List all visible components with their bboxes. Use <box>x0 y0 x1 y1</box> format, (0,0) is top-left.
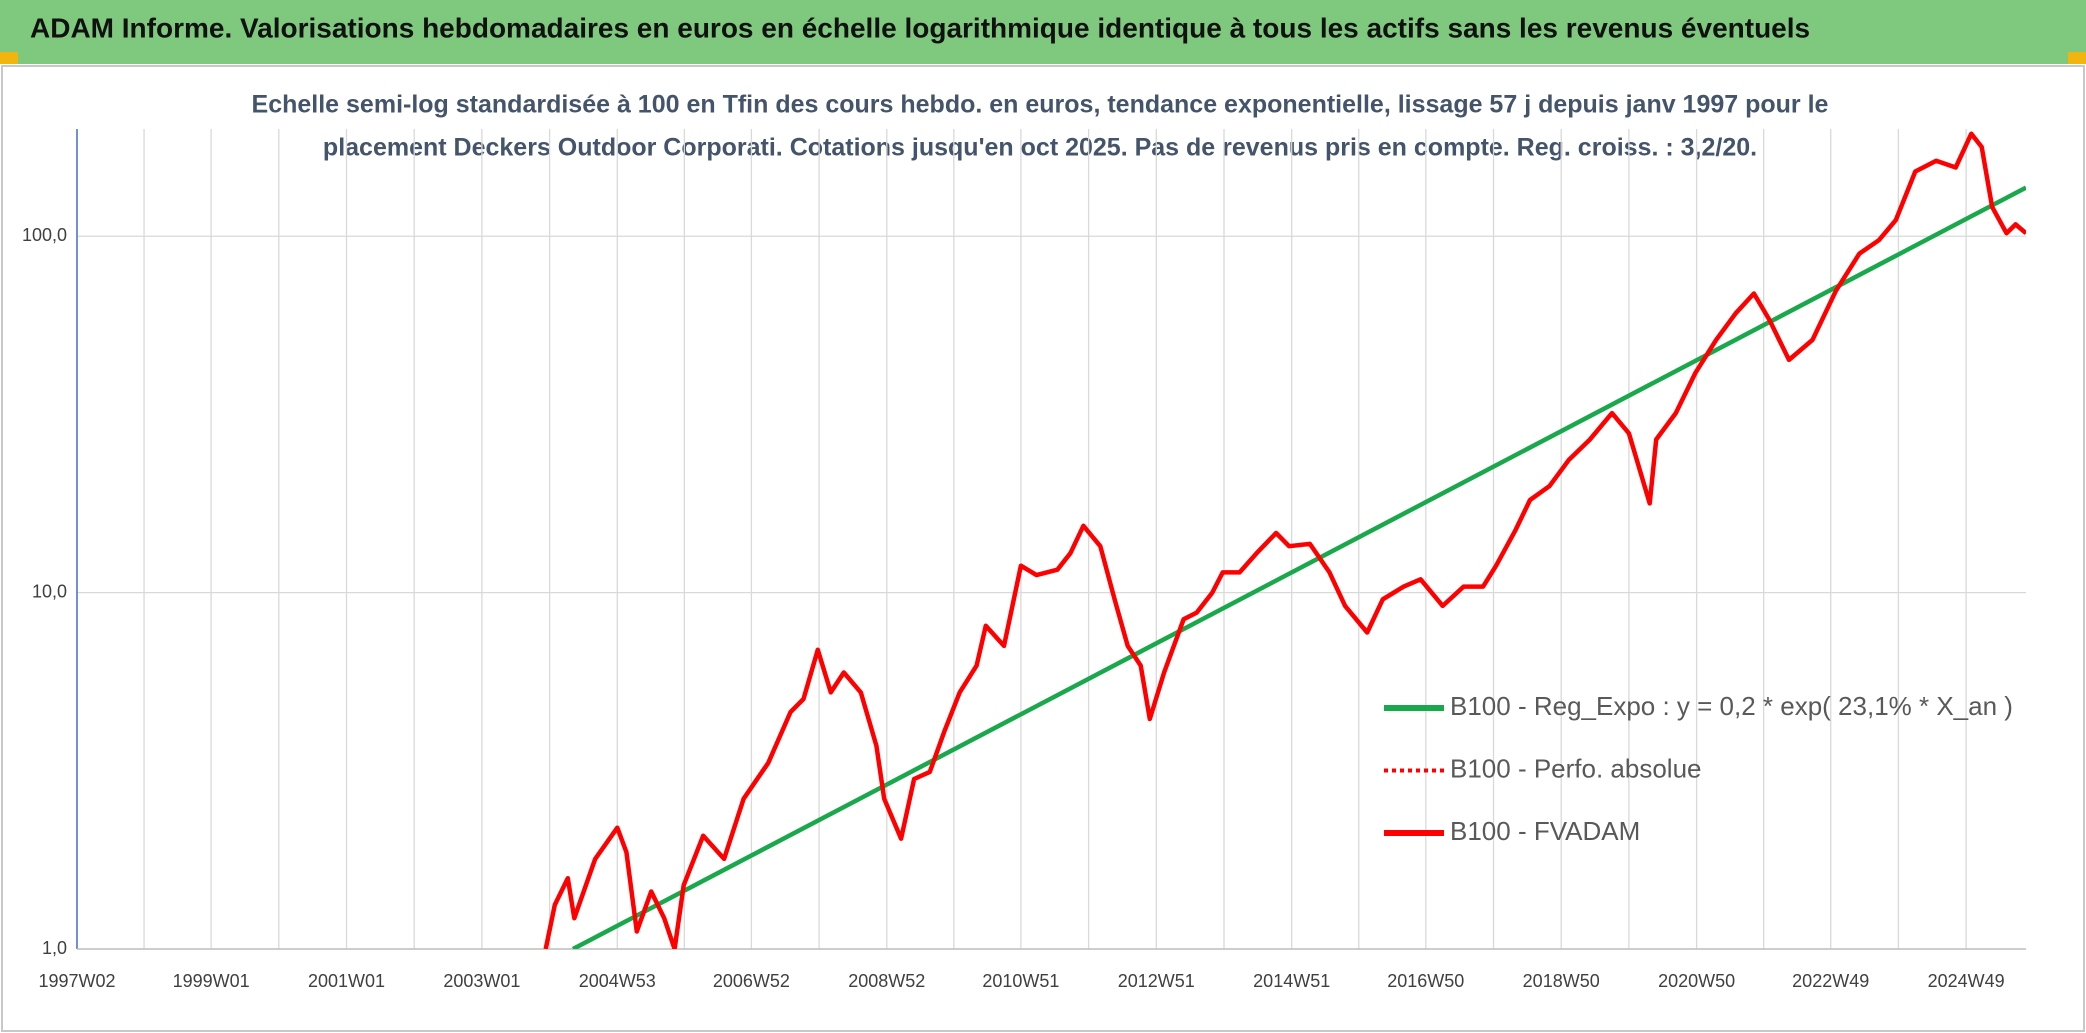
x-tick-label: 2016W50 <box>1387 971 1464 991</box>
legend-label: B100 - Reg_Expo : y = 0,2 * exp( 23,1% *… <box>1450 691 2013 721</box>
subtitle: placement Deckers Outdoor Corporati. Cot… <box>323 134 1757 162</box>
x-tick-label: 1997W02 <box>38 971 115 991</box>
x-tick-label: 2006W52 <box>713 971 790 991</box>
subtitle: Echelle semi-log standardisée à 100 en T… <box>252 91 1829 119</box>
x-tick-label: 2003W01 <box>443 971 520 991</box>
legend-label: B100 - Perfo. absolue <box>1450 753 1702 783</box>
x-tick-label: 2008W52 <box>848 971 925 991</box>
legend-label: B100 - FVADAM <box>1450 816 1640 846</box>
y-tick-label: 10,0 <box>32 581 67 601</box>
x-tick-label: 2014W51 <box>1253 971 1330 991</box>
series-line <box>543 131 2026 949</box>
x-tick-label: 2012W51 <box>1118 971 1195 991</box>
x-tick-label: 2024W49 <box>1928 971 2005 991</box>
corner <box>2068 52 2086 64</box>
plot-area <box>543 131 2026 949</box>
x-tick-label: 2018W50 <box>1523 971 1600 991</box>
corner <box>0 52 18 64</box>
x-tick-label: 2001W01 <box>308 971 385 991</box>
header-bar <box>0 0 2086 64</box>
x-tick-label: 2004W53 <box>579 971 656 991</box>
y-tick-label: 1,0 <box>42 938 67 958</box>
y-tick-label: 100,0 <box>22 225 67 245</box>
x-tick-label: 2010W51 <box>982 971 1059 991</box>
series-line <box>571 185 2026 949</box>
x-tick-label: 2020W50 <box>1658 971 1735 991</box>
x-tick-label: 1999W01 <box>173 971 250 991</box>
chart-frame <box>1 65 2085 1032</box>
x-tick-label: 2022W49 <box>1792 971 1869 991</box>
chart-title: ADAM Informe. Valorisations hebdomadaire… <box>30 12 1810 43</box>
